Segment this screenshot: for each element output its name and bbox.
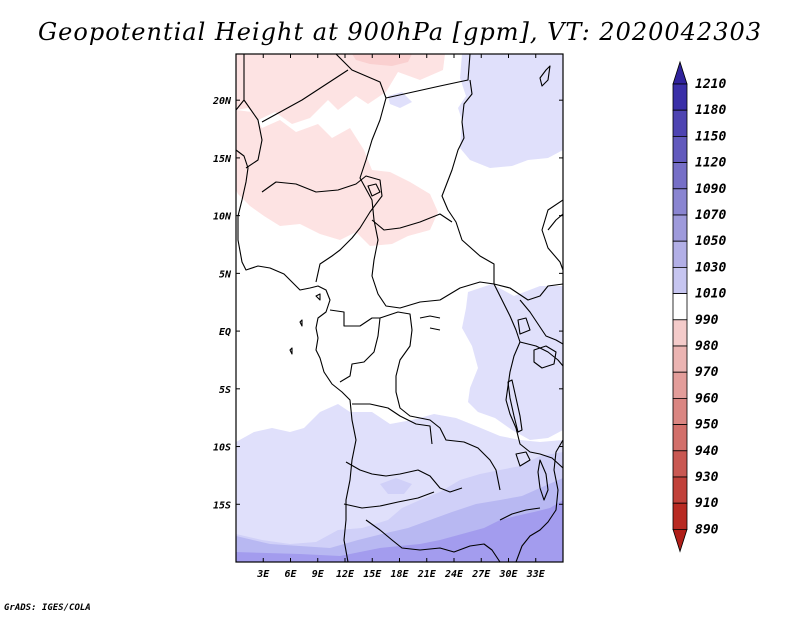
colorbar-label: 1150 xyxy=(695,129,726,144)
colorbar-label: 940 xyxy=(695,444,719,459)
colorbar-label: 930 xyxy=(695,470,719,485)
field-980-990-north xyxy=(236,54,445,246)
lat-tick-label: 20N xyxy=(212,96,232,107)
colorbar-segment xyxy=(672,371,688,399)
lat-tick-label: 15S xyxy=(213,500,231,511)
colorbar-top-triangle xyxy=(672,60,688,85)
coastline-west-africa xyxy=(236,149,357,562)
lat-tick-label: EQ xyxy=(219,327,231,338)
lat-tick-label: 10N xyxy=(213,212,232,223)
lon-tick-label: 27E xyxy=(471,569,491,580)
colorbar-bottom-triangle xyxy=(672,529,688,553)
colorbar-label: 970 xyxy=(695,365,719,380)
coastlines-borders xyxy=(236,54,563,562)
lake-kivu xyxy=(517,317,531,335)
lon-tick-label: 3E xyxy=(256,569,270,580)
lat-tick-label: 15N xyxy=(213,154,232,165)
field-1070-1090 xyxy=(236,500,563,562)
colorbar-segment xyxy=(672,397,688,425)
lat-tick-label: 5S xyxy=(219,385,231,396)
border-east-africa xyxy=(493,283,563,469)
field-1010-1030-north xyxy=(388,54,563,168)
colorbar-label: 1180 xyxy=(695,103,726,118)
lon-tick-label: 12E xyxy=(336,569,355,580)
colorbar-label: 1210 xyxy=(695,77,726,92)
lake-small-1 xyxy=(515,451,531,467)
colorbar-segment xyxy=(672,162,688,190)
border-north xyxy=(236,54,495,284)
colorbar-segment xyxy=(672,240,688,268)
colorbar-label: 1010 xyxy=(695,287,726,302)
colorbar-segment xyxy=(672,83,688,111)
colorbar-segment xyxy=(672,188,688,216)
island-small xyxy=(299,319,303,327)
lon-tick-label: 33E xyxy=(526,569,546,580)
colorbar-label: 910 xyxy=(695,496,719,511)
colorbar-label: 1090 xyxy=(695,182,726,197)
colorbar-label: 1070 xyxy=(695,208,726,223)
lat-tick-label: 5N xyxy=(219,269,232,280)
river-congo xyxy=(419,315,441,331)
island-small-2 xyxy=(289,347,293,355)
colorbar-label: 1120 xyxy=(695,156,726,171)
colorbar: 1210 1180 1150 1120 1090 1070 1050 1030 1010 990 9… xyxy=(672,60,726,553)
lon-axis: 3E 6E 9E 12E 15E 18E 21E 24E 27E 30E 33E xyxy=(256,54,546,580)
lat-axis: 20N 15N 10N 5N EQ 5S 10S 15S xyxy=(212,96,563,511)
colorbar-segment xyxy=(672,214,688,242)
lake-chad xyxy=(367,183,381,197)
river-zambezi xyxy=(499,507,541,521)
field-980-990-spot xyxy=(352,54,412,66)
colorbar-label: 960 xyxy=(695,391,719,406)
grads-credit: GrADS: IGES/COLA xyxy=(4,603,91,613)
lake-victoria xyxy=(533,345,557,369)
lake-tanganyika xyxy=(507,379,523,433)
lon-tick-label: 9E xyxy=(312,569,325,580)
colorbar-segment xyxy=(672,266,688,294)
colorbar-segment xyxy=(672,345,688,373)
border-chad-nigeria xyxy=(261,175,563,309)
lon-tick-label: 21E xyxy=(417,569,437,580)
lake-malawi xyxy=(537,459,549,501)
colorbar-segment xyxy=(672,424,688,452)
colorbar-segment xyxy=(672,450,688,478)
colorbar-label: 950 xyxy=(695,418,719,433)
colorbar-label: 890 xyxy=(695,522,719,537)
colorbar-segment xyxy=(672,476,688,504)
island-bioko xyxy=(315,293,321,301)
chart-title: Geopotential Height at 900hPa [gpm], VT:… xyxy=(38,18,762,46)
lon-tick-label: 30E xyxy=(498,569,518,580)
colorbar-label: 1030 xyxy=(695,260,726,275)
colorbar-segment xyxy=(672,319,688,347)
colorbar-label: 990 xyxy=(695,313,719,328)
colorbar-segment xyxy=(672,502,688,530)
border-central xyxy=(329,309,501,562)
colorbar-segment xyxy=(672,293,688,321)
coastline-east xyxy=(515,439,563,562)
colorbar-segment xyxy=(672,109,688,137)
lon-tick-label: 15E xyxy=(363,569,382,580)
colorbar-segment xyxy=(672,135,688,163)
lon-tick-label: 18E xyxy=(390,569,409,580)
colorbar-label: 980 xyxy=(695,339,719,354)
lon-tick-label: 6E xyxy=(284,569,297,580)
lon-tick-label: 24E xyxy=(444,569,464,580)
lat-tick-label: 10S xyxy=(213,443,231,454)
coast-red-sea xyxy=(539,65,551,87)
colorbar-label: 1050 xyxy=(695,234,726,249)
